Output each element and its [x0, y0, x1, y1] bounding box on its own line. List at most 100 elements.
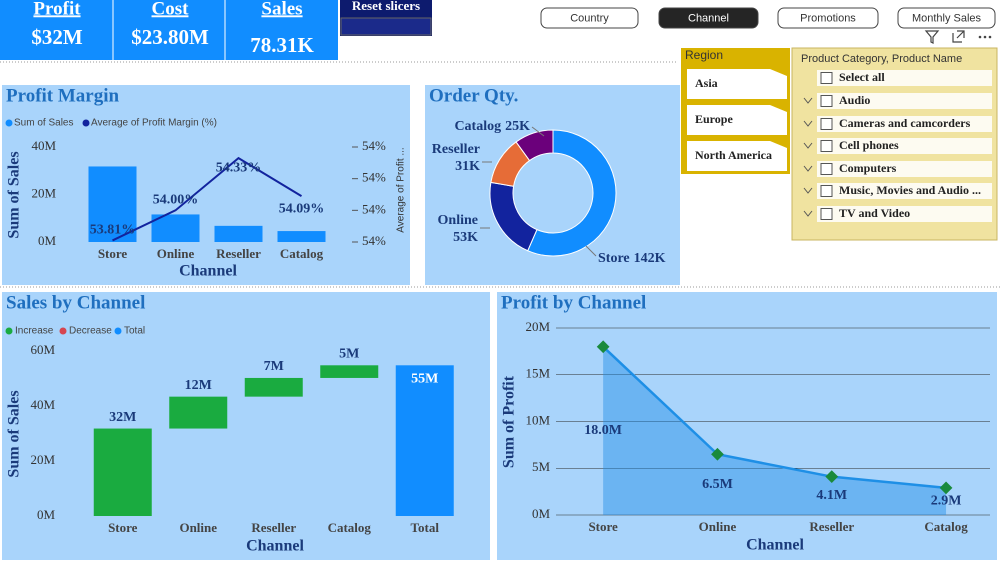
kpi-title: Cost — [152, 0, 190, 19]
data-label: 6.5M — [702, 477, 733, 492]
y2-axis-title: Average of Profit ... — [396, 147, 407, 232]
chart-title: Profit Margin — [6, 85, 120, 106]
bar — [277, 231, 326, 242]
slicer-item[interactable]: Cameras and camcorders — [803, 116, 992, 132]
item-label: Asia — [695, 76, 718, 90]
waterfall-bar — [169, 396, 228, 429]
legend-label: Increase — [15, 326, 54, 337]
x-axis-title: Channel — [179, 263, 237, 280]
waterfall-bar — [320, 365, 379, 378]
tab-label: Promotions — [800, 12, 856, 24]
data-label: 2.9M — [931, 494, 962, 509]
data-label: 54.00% — [153, 193, 199, 208]
expand-chevron — [803, 120, 813, 127]
data-label: 32M — [109, 410, 136, 425]
checkbox — [820, 95, 833, 107]
y2-tick-label: 54% — [362, 138, 386, 153]
item-bg — [687, 105, 787, 135]
tab-label: Country — [570, 12, 609, 24]
reset-button[interactable]: Reset slicers — [340, 0, 432, 36]
chart-panel — [497, 292, 997, 560]
donut-slice — [527, 129, 617, 257]
bar — [88, 166, 137, 242]
legend-label: Average of Profit Margin (%) — [91, 118, 217, 129]
visual-toolbar — [924, 30, 965, 44]
y-tick-label: 40M — [31, 138, 56, 153]
x-tick-label: Reseller — [251, 520, 296, 535]
checkbox — [820, 118, 833, 130]
data-label: 142K — [634, 251, 666, 266]
kpi-title: Profit — [33, 0, 81, 19]
line — [602, 345, 947, 490]
data-label: 53K — [453, 230, 478, 245]
tab-button[interactable]: Monthly Sales — [897, 7, 996, 29]
y-axis-title: Sum of Sales — [6, 151, 23, 238]
x-tick-label: Store — [588, 519, 618, 534]
slicer-item[interactable]: Asia — [687, 69, 787, 99]
legend-marker — [5, 327, 13, 335]
x-tick-label: Catalog — [328, 520, 372, 535]
slicer-item[interactable]: Music, Movies and Audio ... — [803, 183, 992, 199]
item-label: Music, Movies and Audio ... — [839, 183, 981, 197]
slicer-item[interactable]: Select all — [817, 70, 992, 86]
tab-button[interactable]: Promotions — [777, 7, 879, 29]
bar — [214, 225, 263, 242]
dot — [978, 35, 982, 39]
legend-marker — [114, 327, 122, 335]
expand-icon[interactable] — [952, 30, 965, 43]
y-tick-label: 0M — [532, 506, 551, 521]
area — [603, 346, 947, 515]
checkbox — [820, 140, 833, 152]
item-label: Select all — [839, 70, 885, 84]
slicer-item[interactable]: Computers — [803, 161, 992, 177]
chart-title: Sales by Channel — [6, 292, 145, 313]
checkbox — [820, 185, 833, 197]
x-tick-label: Online — [699, 519, 737, 534]
x-tick-label: Reseller — [809, 519, 854, 534]
item-label: Europe — [695, 112, 733, 126]
tab-button[interactable]: Channel — [658, 7, 759, 29]
chart-title: Profit by Channel — [501, 292, 646, 313]
y-tick-label: 0M — [38, 233, 57, 248]
data-label: 18.0M — [584, 423, 622, 438]
waterfall-bar — [93, 428, 152, 516]
slicer-item[interactable]: Audio — [803, 93, 992, 109]
slicer-item[interactable]: Europe — [687, 105, 787, 135]
donut-label: Catalog 25K — [454, 119, 530, 134]
kpi-value: 78.31K — [250, 33, 314, 57]
data-label: 4.1M — [816, 488, 847, 503]
data-label: 55M — [411, 372, 438, 387]
data-label: 31K — [455, 159, 480, 174]
y-tick-label: 20M — [30, 452, 55, 467]
y-tick-label: 10M — [525, 412, 550, 427]
expand-chevron — [803, 97, 813, 104]
y2-tick-label: 54% — [362, 201, 386, 216]
more-icon[interactable] — [978, 35, 992, 39]
slicer-item[interactable]: Cell phones — [803, 138, 992, 154]
item-bg — [687, 141, 787, 171]
data-label: 25K — [505, 119, 530, 134]
expand-chevron — [803, 187, 813, 194]
slicer-item[interactable]: North America — [687, 141, 787, 171]
dot — [983, 35, 987, 39]
legend-label: Total — [124, 326, 145, 337]
item-label: Cameras and camcorders — [839, 116, 971, 130]
tab-label: Monthly Sales — [912, 12, 982, 24]
data-label: 7M — [264, 359, 284, 374]
waterfall-bar — [244, 377, 303, 397]
checkbox — [820, 72, 833, 84]
item-bg — [817, 70, 992, 86]
item-bg — [817, 93, 992, 109]
checkbox — [820, 208, 833, 220]
x-tick-label: Total — [411, 520, 440, 535]
button-label: Reset slicers — [352, 0, 420, 13]
slicer-item[interactable]: TV and Video — [803, 206, 992, 222]
data-label: 54.33% — [216, 160, 262, 175]
tab-button[interactable]: Country — [540, 7, 639, 29]
expand-chevron — [803, 210, 813, 217]
filter-icon[interactable] — [924, 30, 940, 44]
chart-title: Order Qty. — [429, 85, 518, 106]
tab-bg — [777, 7, 879, 29]
item-bg — [817, 138, 992, 154]
